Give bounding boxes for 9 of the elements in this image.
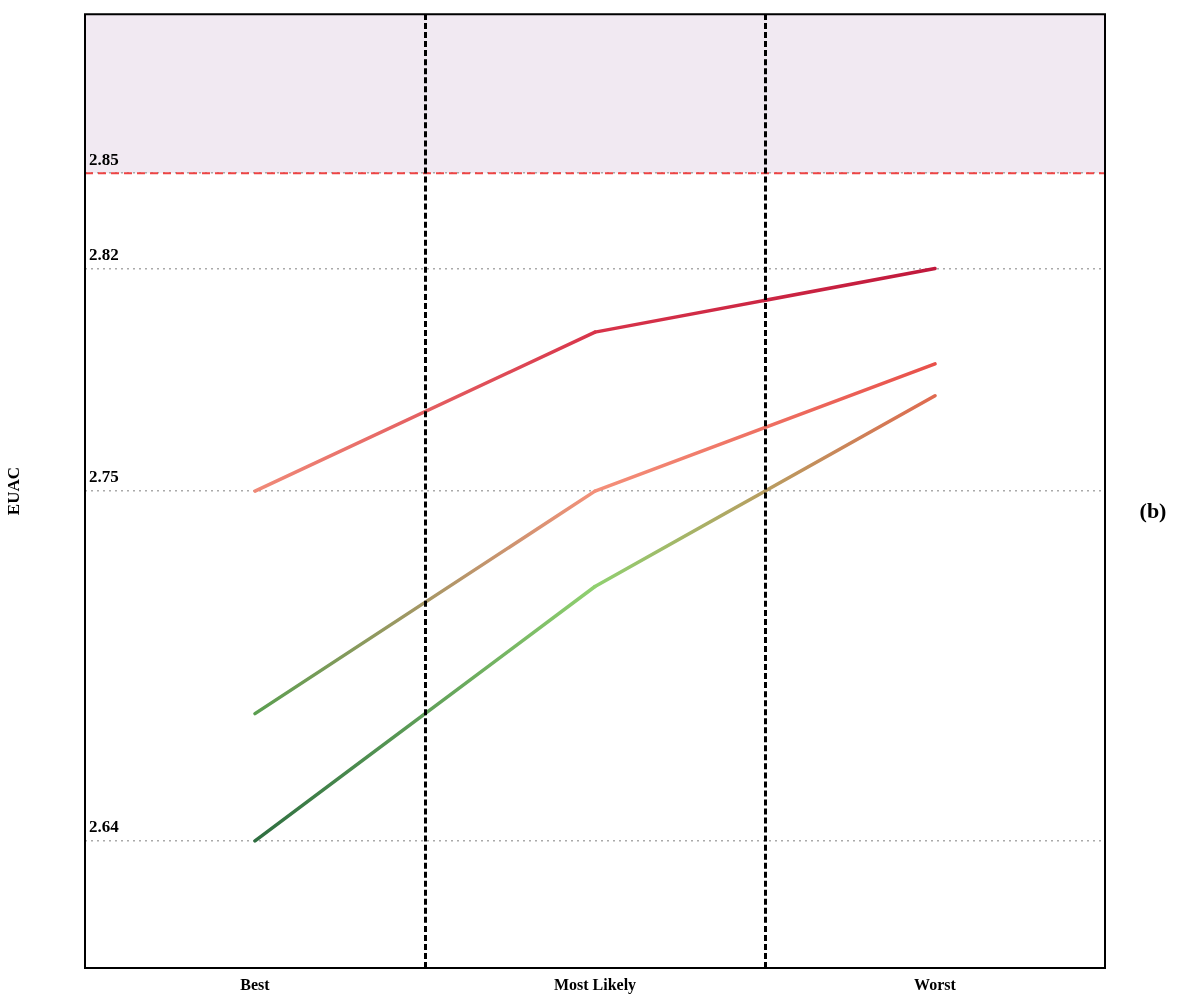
x-tick-label: Worst [914, 975, 957, 993]
y-tick-label: 2.85 [89, 149, 119, 169]
x-tick-label: Best [240, 975, 271, 993]
x-tick-label: Most Likely [553, 975, 637, 994]
y-tick-label: 2.82 [89, 244, 119, 264]
y-tick-label: 2.64 [89, 817, 120, 837]
text: (b) [1139, 498, 1167, 523]
y-tick-label: 2.75 [89, 467, 119, 487]
y-axis-title: EUAC [3, 467, 23, 516]
